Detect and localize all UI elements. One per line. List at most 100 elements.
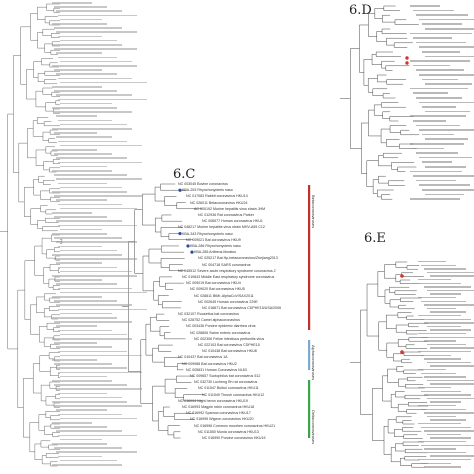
- clade-label-delta: Deltacoronaviruses: [311, 410, 316, 445]
- panel-c-tip-label: NC 003436 Porcine epidemic diarrhea viru…: [186, 324, 256, 329]
- left-tip-stub: [54, 69, 102, 71]
- panel-c-tip-label: NC 028806 Swine enteric coronavirus: [190, 330, 251, 335]
- panel-d-tip-stub: [416, 41, 466, 44]
- panel-c-tip-label: NC 032107 Rousettus bat coronavirus: [178, 312, 239, 317]
- panel-e-tip-stub: [427, 307, 456, 310]
- panel-e-tip-stub: [418, 369, 446, 371]
- left-tip-stub: [58, 308, 147, 311]
- panel-e-tip-stub: [418, 423, 461, 425]
- left-tip-stub: [56, 115, 97, 117]
- panel-d-tip-stub: [422, 23, 462, 25]
- left-tip-stub: [56, 388, 142, 390]
- left-tip-stub: [60, 270, 132, 273]
- panel-c-tip-label: NC 017083 Rabbit coronavirus HKU14: [186, 194, 248, 199]
- panel-c-tip-label: NC 025217 Bat Hp-betacoronavirus/Zhejian…: [198, 256, 278, 261]
- left-tip-stub: [56, 346, 112, 348]
- panel-d-tip-stub: [416, 152, 458, 154]
- panel-d-tip-stub: [425, 166, 466, 168]
- panel-d-tip-stub: [422, 133, 454, 136]
- left-tip-stub: [54, 27, 122, 29]
- panel-d-tip-stub: [413, 175, 474, 177]
- left-tip-stub: [52, 107, 117, 109]
- left-tip-stub: [56, 73, 117, 75]
- left-tip-stub: [58, 455, 102, 458]
- sample-marker: [400, 350, 404, 354]
- panel-d-tip-stub: [422, 189, 474, 191]
- panel-e-tip-stub: [424, 358, 461, 360]
- panel-d-tip-stub: [416, 179, 456, 182]
- left-tip-stub: [60, 165, 107, 168]
- left-tip-stub: [52, 296, 102, 298]
- panel-label-6c: 6.C: [173, 167, 196, 182]
- left-tip-stub: [56, 283, 117, 285]
- left-tip-stub: [60, 207, 137, 210]
- panel-c-tip-label: NC 016990 Porcine coronavirus HKU15: [202, 436, 266, 440]
- clade-bars: [308, 185, 311, 438]
- left-tip-stub: [56, 136, 112, 138]
- clade-bar: [308, 340, 311, 370]
- panel-c-tip-label: NC 032730 Lucheng Rn rat coronavirus: [194, 380, 258, 385]
- left-tip-stub: [58, 98, 147, 101]
- left-tip-stub: [56, 262, 102, 264]
- left-tip-stub: [54, 447, 122, 449]
- panel-e-tip-stub: [418, 261, 446, 263]
- panel-c-tip-label: NC 010438 Bat coronavirus HKU8: [202, 349, 257, 354]
- panel-e-tip-stub: [424, 412, 474, 414]
- panel-d-tree: [340, 5, 420, 200]
- left-tip-stub: [56, 52, 102, 54]
- panel-e-tip-stub: [421, 408, 466, 410]
- left-tip-stub: [60, 438, 102, 441]
- panel-e-tip-stub: [430, 347, 474, 349]
- panel-d-tip-stub: [413, 64, 450, 67]
- left-partial-tree: [0, 3, 63, 467]
- panel-e-tip-stub: [421, 336, 474, 338]
- panel-c-tip-label: NC 016996 Common moorhen coronavirus HKU…: [194, 423, 276, 428]
- left-tip-stub: [54, 342, 97, 344]
- panel-c-tip-label: NC 011549 Thrush coronavirus HKU12: [202, 392, 265, 397]
- left-tip-stub: [54, 153, 112, 155]
- panel-e-tree: [350, 261, 428, 468]
- panel-label-6e: 6.E: [364, 231, 386, 246]
- left-tip-stub: [52, 380, 112, 382]
- left-tip-stub: [58, 392, 107, 395]
- left-tip-stub: [58, 182, 107, 185]
- panel-e-tip-stub: [421, 426, 471, 428]
- left-tip-stub: [58, 203, 122, 206]
- panel-c-tip-label: NC 009020 Bat coronavirus HKU5: [190, 287, 245, 292]
- left-tip-stub: [54, 174, 127, 176]
- panel-c-tip-label: NC 002645 Human coronavirus 229E: [198, 299, 258, 304]
- sample-marker: [190, 250, 194, 254]
- panel-e-tip-stub: [421, 444, 474, 446]
- panel-e-tip-stub: [427, 433, 461, 436]
- panel-c-tip-label: NC 011550 Munia coronavirus HKU13: [198, 429, 259, 434]
- panel-d-tip-stub: [416, 14, 468, 16]
- panel-e-tip-stub: [418, 351, 471, 353]
- panel-d-tip-stub: [419, 18, 474, 21]
- left-tip-stub: [58, 245, 102, 248]
- panel-e-tip-stub: [430, 419, 466, 421]
- left-tip-stub: [56, 94, 132, 96]
- left-tip-stub: [54, 279, 102, 281]
- panel-e-tip-stub: [421, 300, 466, 302]
- panel-d-tip-stub: [419, 184, 470, 186]
- panel-e-tip-stub: [424, 304, 474, 306]
- panel-d-tip-stub: [416, 124, 460, 127]
- left-tip-stub: [60, 333, 127, 336]
- panel-e-tip-stub: [418, 441, 466, 443]
- panel-c-tip-label: NC 026011 Betacoronavirus HKU24: [190, 200, 248, 205]
- left-tip-stub: [56, 10, 122, 12]
- left-tip-stub: [54, 132, 97, 134]
- left-tip-stub: [52, 86, 102, 88]
- panel-e-tip-stub: [430, 437, 471, 439]
- panel-c-tip-label: NC 009657 Scotophilus bat coronavirus 51…: [190, 374, 261, 379]
- panel-e-tip-stub: [430, 365, 474, 367]
- left-tip-stub: [56, 199, 107, 201]
- left-tip-stub: [52, 359, 97, 361]
- panel-c-tip-label: NC 022103 Bat coronavirus CDPHE15: [198, 343, 260, 348]
- panel-d-tip-stub: [410, 60, 470, 62]
- panel-c-tip-label: NC 005831 Human Coronavirus NL63: [186, 367, 247, 372]
- left-tip-stub: [58, 287, 132, 290]
- left-tip-stub: [58, 14, 137, 17]
- panel-c-tip-label: NC 045512 Severe acute respiratory syndr…: [178, 268, 276, 273]
